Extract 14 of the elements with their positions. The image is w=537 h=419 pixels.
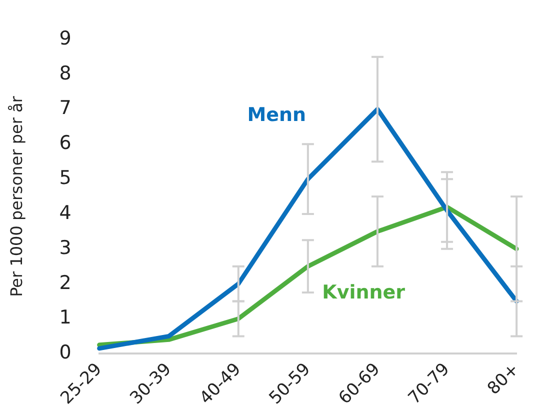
y-tick-label: 6 [59,132,72,154]
y-tick-label: 3 [59,236,72,259]
series-label: Kvinner [322,281,406,304]
y-axis-title: Per 1000 personer per år [6,96,26,297]
y-tick-label: 1 [59,306,72,329]
y-tick-label: 9 [59,27,72,50]
y-tick-label: 4 [59,202,72,224]
text: Menn [247,104,306,126]
y-tick-label: 5 [59,167,72,189]
y-tick-label: 7 [59,97,72,120]
x-tick-label: 80+ [484,359,524,399]
y-tick-label: 0 [59,342,72,364]
y-tick-label: 2 [59,272,72,294]
y-tick-label: 8 [59,62,72,84]
